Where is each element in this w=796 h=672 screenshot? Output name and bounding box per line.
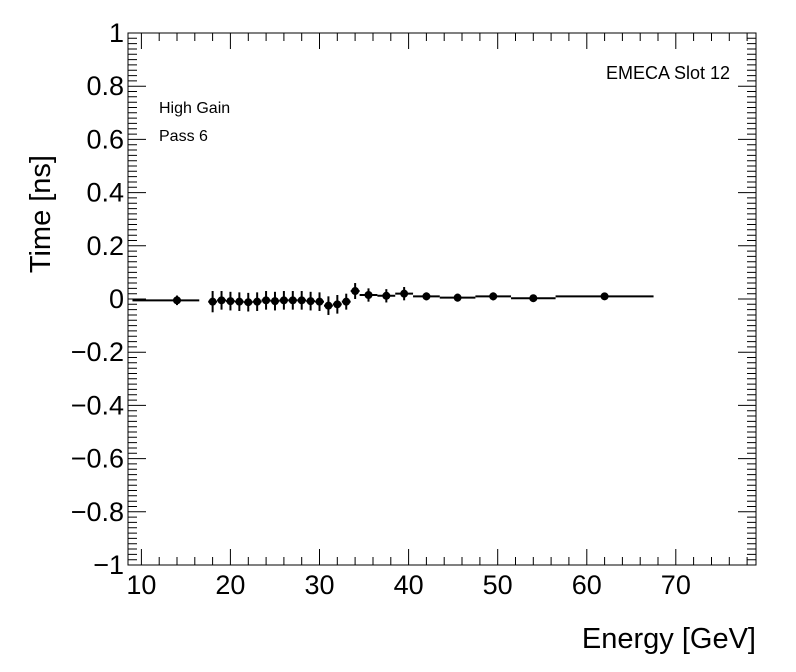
data-marker [279, 296, 288, 305]
data-point [225, 291, 235, 311]
x-tick-label: 30 [304, 570, 334, 600]
data-point [475, 292, 512, 301]
y-tick-label: 0.6 [86, 124, 124, 154]
data-point [555, 292, 654, 301]
y-tick-label: −0.2 [71, 337, 124, 367]
y-tick-label: −0.8 [71, 497, 124, 527]
y-tick-label: 0 [109, 284, 124, 314]
gain-label: High Gain [159, 100, 230, 117]
data-point [413, 292, 440, 301]
major-tick-marks [128, 32, 756, 566]
data-point [288, 291, 298, 310]
data-point [279, 291, 289, 310]
data-point [243, 292, 253, 312]
data-marker [315, 297, 324, 306]
data-marker [306, 297, 315, 306]
data-marker [244, 298, 253, 307]
data-marker [235, 297, 244, 306]
data-point [332, 295, 342, 314]
data-point [511, 294, 556, 303]
data-point [439, 293, 476, 302]
data-marker [262, 296, 271, 305]
data-series [132, 283, 654, 315]
data-marker [208, 297, 217, 306]
data-marker [342, 297, 351, 306]
data-marker [600, 292, 609, 301]
data-point [341, 293, 351, 310]
data-marker [226, 297, 235, 306]
data-marker [333, 300, 342, 309]
y-tick-label: 0.4 [86, 178, 124, 208]
y-tick-label: 0.8 [86, 71, 124, 101]
data-point [217, 291, 226, 310]
x-tick-label: 40 [394, 570, 424, 600]
data-point [350, 283, 360, 299]
y-tick-label: 0.2 [86, 231, 124, 261]
data-point [359, 288, 378, 302]
pass-label: Pass 6 [159, 128, 208, 145]
data-point [395, 287, 414, 301]
data-point [306, 291, 316, 311]
data-marker [253, 297, 262, 306]
data-point [208, 291, 218, 313]
minor-ticks [128, 33, 756, 565]
y-tick-label: −0.6 [71, 444, 124, 474]
y-tick-label: −1 [93, 550, 124, 580]
data-marker [364, 291, 373, 300]
x-tick-label: 50 [483, 570, 513, 600]
data-marker [288, 296, 297, 305]
data-point [261, 291, 271, 310]
data-point [323, 296, 333, 315]
x-tick-label: 20 [215, 570, 245, 600]
data-point [252, 292, 262, 311]
data-marker [489, 292, 498, 301]
y-tick-labels: −1 −0.8 −0.6 −0.4 −0.2 0 0.2 0.4 0.6 0.8 1 [71, 18, 124, 580]
data-point [297, 291, 307, 310]
data-marker [453, 293, 462, 302]
major-ticks [128, 32, 756, 566]
slot-label: EMECA Slot 12 [606, 63, 730, 83]
data-marker [217, 296, 226, 305]
data-marker [529, 294, 538, 303]
data-point [132, 295, 200, 306]
x-axis-title: Energy [GeV] [582, 623, 756, 655]
data-marker [324, 301, 333, 310]
x-tick-label: 70 [661, 570, 691, 600]
data-point [315, 292, 324, 311]
data-marker [382, 291, 391, 300]
y-tick-label: 1 [109, 18, 124, 48]
data-point [270, 291, 280, 311]
x-tick-labels: 10 20 30 40 50 60 70 [126, 570, 691, 600]
minor-tick-marks [128, 33, 756, 565]
data-marker [172, 296, 181, 305]
y-tick-label: −0.4 [71, 390, 124, 420]
x-tick-label: 10 [126, 570, 156, 600]
data-marker [297, 296, 306, 305]
data-point [377, 289, 396, 303]
data-marker [351, 287, 360, 296]
y-axis-title: Time [ns] [25, 155, 57, 273]
data-marker [270, 297, 279, 306]
data-marker [400, 289, 409, 298]
data-marker [422, 292, 431, 301]
data-point [234, 292, 244, 311]
x-tick-label: 60 [572, 570, 602, 600]
